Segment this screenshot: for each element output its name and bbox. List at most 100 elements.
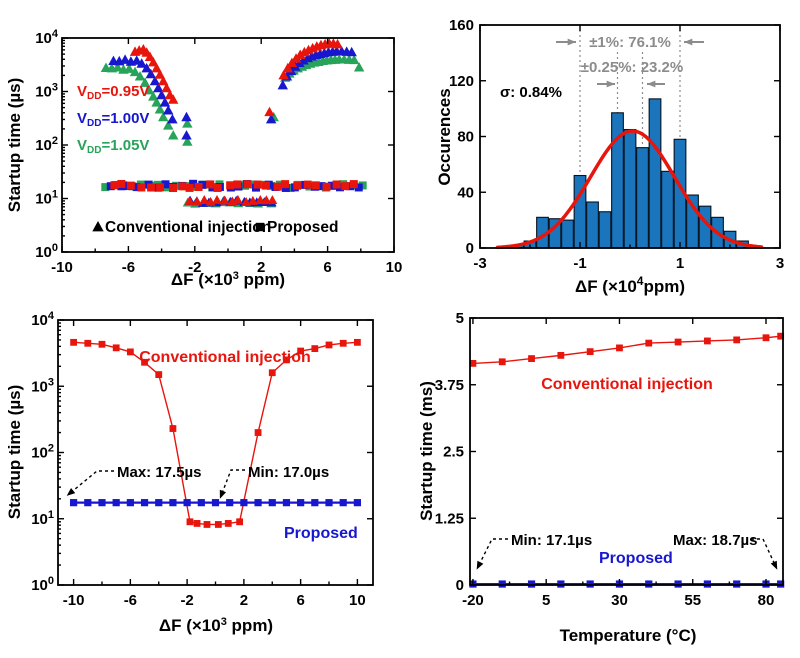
startup-vs-df-pvt-y-axis-label: Startup time (µs) <box>5 78 24 212</box>
square-marker <box>354 183 363 192</box>
triangle-marker <box>199 195 210 204</box>
chart-element: ppm) <box>227 616 273 635</box>
square-marker <box>353 499 361 507</box>
chart-element: 1.25 <box>435 510 464 527</box>
legend-sq-marker <box>255 222 265 232</box>
histogram-bar <box>623 128 637 249</box>
x-tick-label: -2 <box>180 592 193 609</box>
square-marker <box>282 499 291 507</box>
chart-element: 55 <box>684 592 701 609</box>
chart-element: Temperature (°C) <box>560 626 697 645</box>
square-marker <box>349 180 358 189</box>
y-tick-label: 102 <box>31 443 54 462</box>
y-tick-label: 160 <box>449 17 474 34</box>
chart-element: 120 <box>449 73 474 90</box>
chart-element: V <box>77 83 87 100</box>
square-marker <box>126 499 134 507</box>
series-line <box>73 341 358 526</box>
triangle-marker <box>167 113 178 124</box>
chart-element: 30 <box>611 592 628 609</box>
triangle-marker <box>182 118 193 128</box>
chart-element: 3.75 <box>435 377 464 394</box>
square-marker <box>226 499 234 507</box>
square-marker <box>186 518 194 526</box>
square-marker <box>253 180 262 189</box>
annotation-text: σ: 0.84% <box>500 84 562 101</box>
chart-element: V <box>77 137 87 154</box>
annotation-text: Max: 18.7µs <box>673 532 758 549</box>
square-marker <box>189 179 198 188</box>
series-line <box>472 335 781 365</box>
chart-element: 10 <box>35 191 52 208</box>
triangle-marker <box>154 104 166 114</box>
chart-element: Proposed <box>599 550 673 567</box>
triangle-marker <box>278 69 289 80</box>
chart-element: 10 <box>35 84 52 101</box>
series-conventional-injection <box>469 332 785 367</box>
triangle-marker <box>159 97 171 107</box>
chart-element: =1.00V <box>101 110 149 127</box>
y-tick-label: 5 <box>456 310 464 327</box>
x-tick-label: -3 <box>473 255 486 272</box>
square-marker <box>674 338 682 346</box>
square-marker <box>268 369 276 377</box>
chart-element: 4 <box>52 28 59 40</box>
chart-element: Startup time (µs) <box>5 385 24 519</box>
square-marker <box>206 180 215 189</box>
square-marker <box>339 339 347 347</box>
chart-element: DD <box>87 145 101 156</box>
histogram-bar <box>561 219 574 249</box>
y-tick-label: 103 <box>31 376 54 395</box>
y-tick-label: 100 <box>31 575 54 594</box>
triangle-marker <box>149 75 161 86</box>
square-marker <box>137 183 146 192</box>
square-marker <box>254 429 262 436</box>
chart-element: 6 <box>296 592 304 609</box>
series-conventional-vdd-0.95 <box>129 38 343 117</box>
square-marker <box>70 338 78 346</box>
triangle-marker <box>219 195 230 205</box>
square-marker <box>325 499 333 507</box>
square-marker <box>169 184 178 193</box>
histogram-df-x-axis-label: ΔF (×104ppm) <box>575 274 685 296</box>
triangle-marker <box>241 196 252 206</box>
square-marker <box>273 182 282 191</box>
square-marker <box>268 499 276 507</box>
triangle-marker <box>156 89 167 100</box>
square-marker <box>311 345 319 353</box>
square-marker <box>293 181 302 190</box>
histogram-df-y-axis-label: Occurences <box>435 88 454 185</box>
annotation-arrow <box>751 538 777 568</box>
square-marker <box>286 184 295 193</box>
square-marker <box>117 179 126 188</box>
histogram-bar <box>636 147 649 249</box>
square-marker <box>733 580 741 588</box>
arrowhead <box>476 560 484 570</box>
square-marker <box>84 499 92 507</box>
square-marker <box>194 183 203 192</box>
square-marker <box>183 499 191 507</box>
triangle-marker <box>294 49 306 60</box>
triangle-marker <box>265 113 277 124</box>
annotation-arrow <box>68 470 114 495</box>
triangle-marker <box>129 66 141 77</box>
square-marker <box>112 344 120 352</box>
triangle-marker <box>192 196 203 206</box>
square-marker <box>169 499 177 507</box>
triangle-marker <box>346 46 357 57</box>
triangle-marker <box>247 195 258 205</box>
chart-element: 160 <box>449 17 474 34</box>
triangle-marker <box>131 55 142 65</box>
chart-element: DD <box>87 118 101 129</box>
chart-element: 0 <box>466 240 474 257</box>
series-proposed-vdd-0.95 <box>110 179 358 193</box>
square-marker <box>616 344 623 352</box>
gaussian-curve <box>495 129 764 250</box>
x-tick-label: 10 <box>386 259 403 276</box>
chart-element: ΔF (×10 <box>159 616 221 635</box>
square-marker <box>161 180 170 189</box>
triangle-marker <box>161 82 172 93</box>
square-marker <box>498 358 506 366</box>
x-tick-label: -2 <box>188 259 201 276</box>
